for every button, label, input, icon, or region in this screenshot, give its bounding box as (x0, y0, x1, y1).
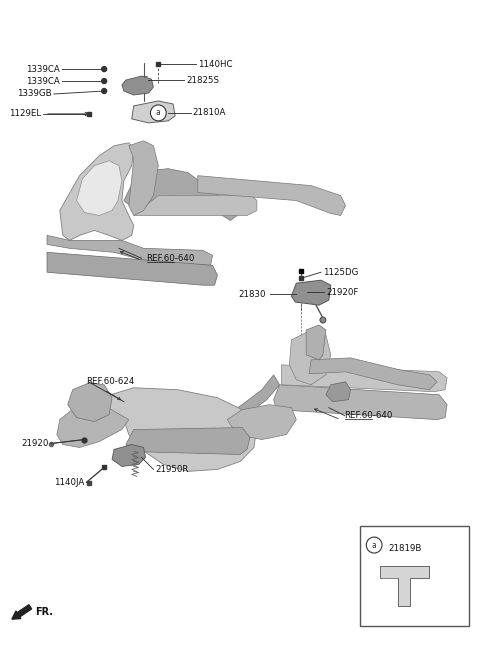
Circle shape (102, 79, 107, 83)
Polygon shape (132, 101, 175, 123)
Circle shape (366, 537, 382, 553)
Polygon shape (282, 365, 447, 392)
Polygon shape (289, 330, 331, 385)
Polygon shape (47, 253, 217, 285)
Polygon shape (129, 141, 158, 215)
Text: 1339CA: 1339CA (26, 64, 60, 73)
Bar (360, 526, 469, 626)
Text: REF.60-624: REF.60-624 (86, 377, 135, 386)
Polygon shape (122, 76, 154, 95)
Polygon shape (291, 280, 331, 305)
Circle shape (102, 89, 107, 94)
Text: 21825S: 21825S (186, 75, 219, 85)
Polygon shape (112, 445, 145, 466)
Polygon shape (228, 375, 279, 420)
Text: 1140HC: 1140HC (198, 60, 232, 69)
Text: a: a (156, 108, 161, 117)
Text: 21810A: 21810A (193, 108, 226, 117)
Text: 21830: 21830 (238, 290, 266, 298)
Text: FR.: FR. (35, 607, 53, 617)
Text: 1140JA: 1140JA (54, 478, 84, 487)
Text: 1129EL: 1129EL (9, 110, 41, 119)
Text: 21920F: 21920F (326, 287, 358, 297)
Polygon shape (77, 161, 122, 215)
Circle shape (150, 105, 166, 121)
FancyArrow shape (12, 605, 32, 619)
Polygon shape (60, 143, 134, 240)
Text: a: a (372, 541, 376, 550)
Polygon shape (309, 358, 437, 390)
Polygon shape (198, 176, 346, 215)
Text: REF.60-640: REF.60-640 (345, 411, 393, 420)
Polygon shape (306, 325, 326, 360)
Text: 21920: 21920 (22, 439, 49, 448)
Polygon shape (134, 195, 257, 215)
Polygon shape (68, 382, 112, 422)
Polygon shape (57, 400, 129, 447)
Polygon shape (326, 382, 350, 401)
Circle shape (320, 317, 326, 323)
Polygon shape (228, 405, 296, 440)
Text: 1339CA: 1339CA (26, 77, 60, 85)
Text: 1125DG: 1125DG (323, 268, 358, 277)
Text: 21819B: 21819B (388, 544, 421, 552)
Text: 1339GB: 1339GB (17, 89, 52, 98)
Polygon shape (380, 566, 429, 606)
Polygon shape (126, 428, 250, 455)
Polygon shape (47, 236, 213, 268)
Text: 21950R: 21950R (156, 465, 189, 474)
Text: REF.60-640: REF.60-640 (146, 254, 195, 263)
Polygon shape (274, 385, 447, 420)
Polygon shape (94, 388, 257, 472)
Polygon shape (124, 169, 237, 220)
Circle shape (102, 67, 107, 72)
